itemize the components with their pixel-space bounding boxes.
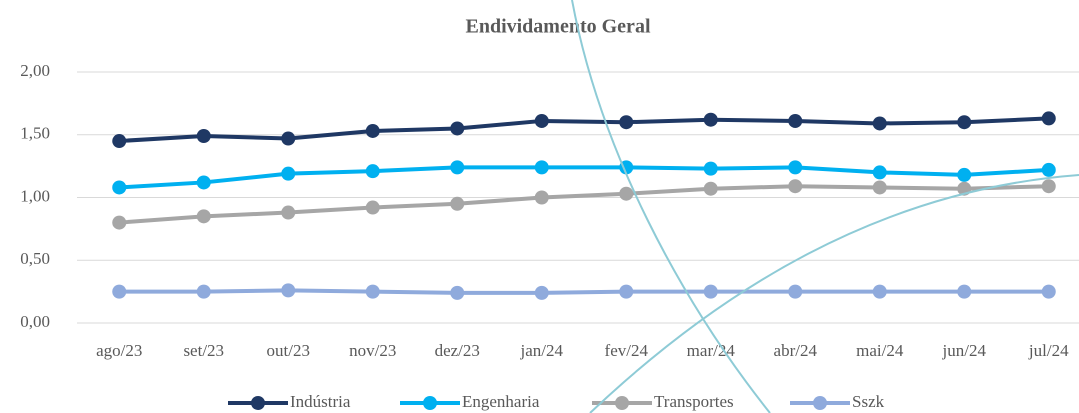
- data-point: [619, 284, 634, 299]
- data-point: [365, 200, 380, 215]
- x-tick-label: jan/24: [520, 341, 564, 360]
- legend-label: Transportes: [654, 392, 734, 411]
- x-tick-label: nov/23: [349, 341, 396, 360]
- data-point: [872, 284, 887, 299]
- data-point: [281, 166, 296, 181]
- data-point: [112, 134, 127, 149]
- data-point: [450, 196, 465, 211]
- data-point: [196, 209, 211, 224]
- data-point: [450, 121, 465, 136]
- chart-title: Endividamento Geral: [465, 16, 650, 38]
- data-point: [450, 285, 465, 300]
- data-point: [957, 284, 972, 299]
- data-point: [365, 123, 380, 138]
- series-line: [119, 116, 1049, 144]
- data-point: [365, 284, 380, 299]
- x-tick-label: out/23: [267, 341, 310, 360]
- data-point: [703, 112, 718, 127]
- legend-label: Indústria: [290, 392, 351, 411]
- legend-swatch: [251, 396, 265, 410]
- data-point: [957, 115, 972, 130]
- decoration: [589, 174, 1079, 413]
- data-point: [196, 175, 211, 190]
- y-tick-label: 1,50: [20, 124, 50, 143]
- data-point: [619, 186, 634, 201]
- data-point: [788, 113, 803, 128]
- x-tick-label: mar/24: [687, 341, 736, 360]
- series-line: [119, 288, 1049, 295]
- legend-swatch: [423, 396, 437, 410]
- data-point: [619, 115, 634, 130]
- y-tick-label: 2,00: [20, 61, 50, 80]
- y-tick-label: 0,50: [20, 249, 50, 268]
- data-point: [703, 284, 718, 299]
- data-point: [1041, 162, 1056, 177]
- data-point: [112, 180, 127, 195]
- data-point: [1041, 284, 1056, 299]
- series-line: [119, 165, 1049, 190]
- data-point: [788, 179, 803, 194]
- data-point: [703, 181, 718, 196]
- data-point: [872, 116, 887, 131]
- legend-label: Sszk: [852, 392, 885, 411]
- x-tick-label: ago/23: [96, 341, 142, 360]
- x-tick-label: jun/24: [942, 341, 987, 360]
- data-point: [1041, 179, 1056, 194]
- y-tick-label: 1,00: [20, 186, 50, 205]
- series-line: [119, 184, 1049, 225]
- legend-label: Engenharia: [462, 392, 540, 411]
- x-tick-label: set/23: [183, 341, 224, 360]
- y-tick-label: 0,00: [20, 312, 50, 331]
- data-point: [196, 284, 211, 299]
- x-tick-label: mai/24: [856, 341, 904, 360]
- data-point: [788, 284, 803, 299]
- data-point: [872, 180, 887, 195]
- x-tick-label: abr/24: [774, 341, 818, 360]
- data-point: [788, 160, 803, 175]
- x-tick-label: fev/24: [605, 341, 649, 360]
- data-point: [112, 215, 127, 230]
- data-point: [534, 285, 549, 300]
- data-point: [281, 283, 296, 298]
- legend-swatch: [813, 396, 827, 410]
- data-point: [196, 129, 211, 144]
- data-point: [450, 160, 465, 175]
- data-point: [534, 113, 549, 128]
- data-point: [534, 190, 549, 205]
- data-point: [1041, 111, 1056, 126]
- data-point: [872, 165, 887, 180]
- legend-swatch: [615, 396, 629, 410]
- data-point: [365, 164, 380, 179]
- data-point: [281, 205, 296, 220]
- data-point: [703, 161, 718, 176]
- data-point: [281, 131, 296, 146]
- x-tick-label: jul/24: [1028, 341, 1069, 360]
- plot-area: 0,00 0,50 1,00 1,50 2,00 ago/23 set/23 out/23 no…: [20, 61, 1079, 411]
- x-tick-label: dez/23: [435, 341, 480, 360]
- data-point: [112, 284, 127, 299]
- data-point: [534, 160, 549, 175]
- decoration: [571, 0, 771, 413]
- data-point: [957, 167, 972, 182]
